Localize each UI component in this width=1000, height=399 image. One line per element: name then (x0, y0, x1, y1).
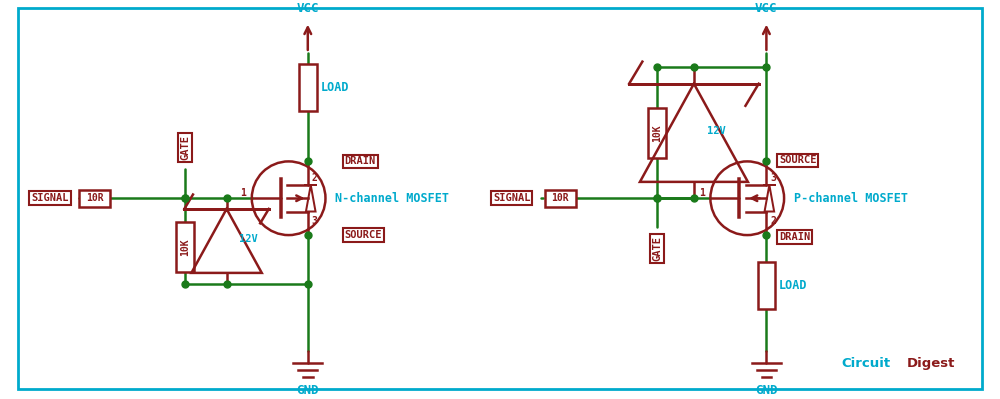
Text: Circuit: Circuit (841, 357, 890, 369)
Text: 10R: 10R (86, 193, 104, 203)
Text: VCC: VCC (297, 2, 319, 15)
Text: LOAD: LOAD (320, 81, 349, 94)
Text: LOAD: LOAD (779, 279, 808, 292)
Text: DRAIN: DRAIN (345, 156, 376, 166)
Text: SIGNAL: SIGNAL (493, 193, 530, 203)
Text: Digest: Digest (907, 357, 956, 369)
Text: SIGNAL: SIGNAL (31, 193, 69, 203)
Text: 12V: 12V (707, 126, 725, 136)
Text: 1: 1 (699, 188, 705, 198)
Text: 10R: 10R (551, 193, 569, 203)
Text: SOURCE: SOURCE (345, 230, 382, 240)
Text: 3: 3 (770, 173, 776, 183)
Bar (176, 221, 194, 272)
Bar (648, 108, 666, 158)
Text: 1: 1 (240, 188, 246, 198)
Text: N-channel MOSFET: N-channel MOSFET (335, 192, 449, 205)
Text: 3: 3 (312, 216, 318, 226)
Text: 2: 2 (770, 216, 776, 226)
Bar (79, 190, 110, 207)
Bar (299, 65, 317, 111)
Text: SOURCE: SOURCE (779, 156, 817, 166)
Text: GATE: GATE (652, 236, 662, 261)
Text: GATE: GATE (180, 135, 190, 160)
Bar (545, 190, 576, 207)
Text: DRAIN: DRAIN (779, 232, 810, 242)
Text: 10K: 10K (180, 238, 190, 255)
Text: GND: GND (297, 384, 319, 397)
Text: P-channel MOSFET: P-channel MOSFET (794, 192, 908, 205)
Text: VCC: VCC (755, 2, 778, 15)
Bar (758, 262, 775, 309)
Text: GND: GND (755, 384, 778, 397)
Text: 12V: 12V (239, 234, 258, 244)
Text: 10K: 10K (652, 124, 662, 142)
Text: 2: 2 (312, 173, 318, 183)
